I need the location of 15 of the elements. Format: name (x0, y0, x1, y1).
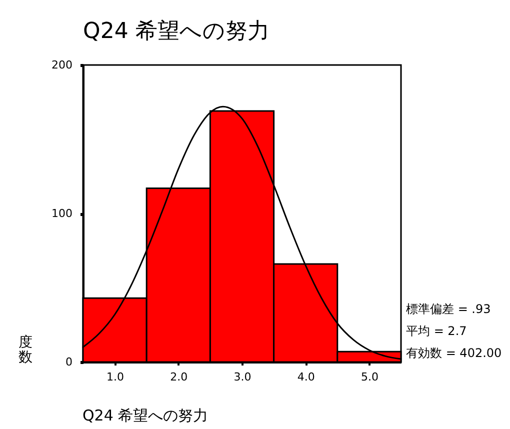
y-tick-label: 200 (52, 58, 72, 72)
y-axis-title: 度数 (18, 334, 32, 366)
text: 平均 = 2.7 (406, 324, 467, 338)
chart-title: Q24 希望への努力 (83, 19, 270, 44)
y-tick-label: 100 (52, 207, 72, 220)
y-tick-label: 0 (66, 356, 72, 368)
text: 標準偏差 = .93 (406, 302, 491, 316)
x-tick-label: 1.0 (106, 370, 124, 384)
x-tick-label: 5.0 (360, 370, 378, 384)
text: 有効数 = 402.00 (406, 346, 502, 360)
line-series (82, 106, 402, 360)
x-tick-label: 3.0 (234, 370, 252, 384)
x-tick-label: 2.0 (170, 370, 188, 384)
x-tick-label: 4.0 (297, 370, 315, 384)
x-axis-title: Q24 希望への努力 (82, 406, 208, 424)
